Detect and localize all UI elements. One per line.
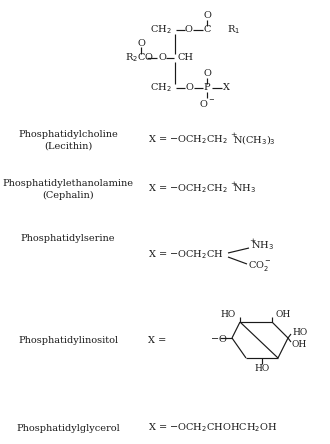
Text: O: O — [203, 12, 211, 20]
Text: C: C — [203, 25, 211, 35]
Text: +: + — [249, 237, 255, 245]
Text: N(CH$_3$)$_3$: N(CH$_3$)$_3$ — [233, 133, 276, 147]
Text: R$_1$: R$_1$ — [227, 24, 240, 36]
Text: Phosphatidylcholine: Phosphatidylcholine — [18, 130, 118, 139]
Text: O: O — [137, 39, 145, 48]
Text: O: O — [203, 70, 211, 79]
Text: +: + — [230, 131, 236, 139]
Text: X = $-$OCH$_2$CH$_2$: X = $-$OCH$_2$CH$_2$ — [148, 134, 228, 147]
Text: X = $-$OCH$_2$CH$_2$: X = $-$OCH$_2$CH$_2$ — [148, 182, 228, 195]
Text: Phosphatidylethanolamine: Phosphatidylethanolamine — [3, 178, 134, 187]
Text: CH$_2$: CH$_2$ — [150, 82, 172, 95]
Text: P: P — [204, 83, 210, 92]
Text: X =: X = — [148, 336, 169, 345]
Text: HO: HO — [292, 328, 307, 337]
Text: O: O — [185, 83, 193, 92]
Text: O: O — [158, 53, 166, 63]
Text: Phosphatidylserine: Phosphatidylserine — [21, 234, 115, 242]
Text: NH$_3$: NH$_3$ — [233, 182, 256, 195]
Text: CH: CH — [178, 53, 194, 63]
Text: Phosphatidylglycerol: Phosphatidylglycerol — [16, 424, 120, 432]
Text: HO: HO — [254, 364, 270, 373]
Text: HO: HO — [221, 309, 236, 318]
Text: R$_2$CO: R$_2$CO — [125, 52, 154, 64]
Text: Phosphatidylinositol: Phosphatidylinositol — [18, 336, 118, 345]
Text: (Cephalin): (Cephalin) — [42, 190, 94, 199]
Text: CH$_2$: CH$_2$ — [150, 24, 172, 36]
Text: O: O — [184, 25, 192, 35]
Text: CO$_2^-$: CO$_2^-$ — [248, 259, 272, 273]
Text: X: X — [222, 83, 229, 92]
Text: X = $-$OCH$_2$CHOHCH$_2$OH: X = $-$OCH$_2$CHOHCH$_2$OH — [148, 422, 278, 434]
Text: +: + — [230, 180, 236, 188]
Text: $-$O: $-$O — [210, 333, 228, 344]
Text: X = $-$OCH$_2$CH: X = $-$OCH$_2$CH — [148, 249, 224, 262]
Text: NH$_3$: NH$_3$ — [251, 240, 274, 252]
Text: OH: OH — [276, 309, 291, 318]
Text: (Lecithin): (Lecithin) — [44, 142, 92, 151]
Text: O$^-$: O$^-$ — [199, 98, 215, 108]
Text: OH: OH — [292, 340, 307, 349]
